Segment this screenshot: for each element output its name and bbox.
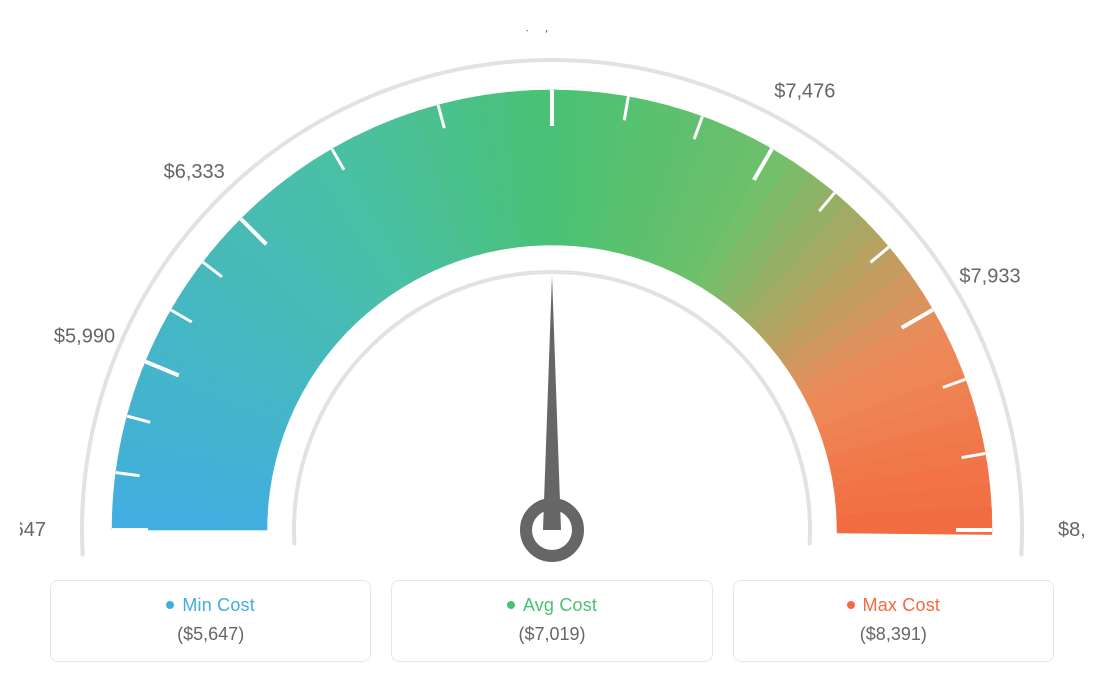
legend-title-avg: Avg Cost xyxy=(412,595,691,616)
legend-value-avg: ($7,019) xyxy=(412,624,691,645)
legend-title-max: Max Cost xyxy=(754,595,1033,616)
dot-icon xyxy=(847,601,855,609)
gauge-chart: $5,647 $5,990 $6,333 $7,019 $7,476 $7,933 $8,3… xyxy=(20,30,1084,570)
dot-icon xyxy=(166,601,174,609)
legend-card-min: Min Cost ($5,647) xyxy=(50,580,371,662)
legend-value-max: ($8,391) xyxy=(754,624,1033,645)
tick-label: $6,333 xyxy=(164,161,225,183)
legend-row: Min Cost ($5,647) Avg Cost ($7,019) Max … xyxy=(20,580,1084,662)
tick-label: $7,933 xyxy=(959,266,1020,288)
legend-title-text: Min Cost xyxy=(182,595,255,615)
tick-label: $5,647 xyxy=(20,519,46,541)
legend-title-text: Max Cost xyxy=(863,595,941,615)
legend-value-min: ($5,647) xyxy=(71,624,350,645)
legend-card-max: Max Cost ($8,391) xyxy=(733,580,1054,662)
tick-label: $7,019 xyxy=(521,30,582,35)
tick-label: $5,990 xyxy=(54,325,115,347)
dot-icon xyxy=(507,601,515,609)
legend-title-min: Min Cost xyxy=(71,595,350,616)
gauge-svg: $5,647 $5,990 $6,333 $7,019 $7,476 $7,933 $8,3… xyxy=(20,30,1084,570)
tick-label: $8,391 xyxy=(1058,519,1084,541)
gauge-needle xyxy=(543,275,561,530)
tick-label: $7,476 xyxy=(774,81,835,103)
legend-card-avg: Avg Cost ($7,019) xyxy=(391,580,712,662)
legend-title-text: Avg Cost xyxy=(523,595,597,615)
